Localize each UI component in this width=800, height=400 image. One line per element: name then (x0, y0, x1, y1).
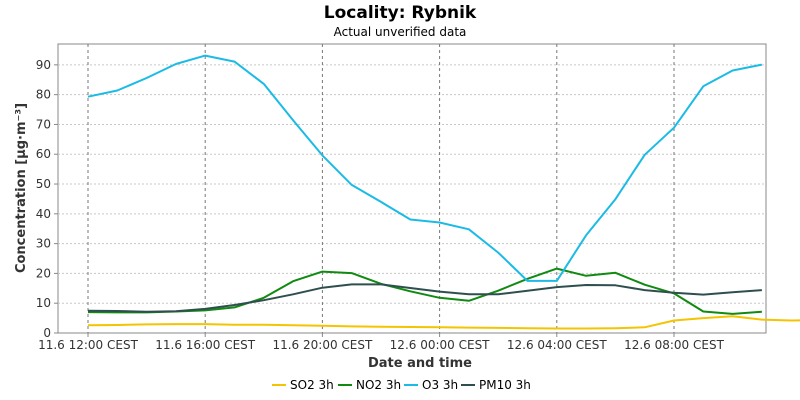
y-tick-label: 20 (36, 266, 51, 280)
y-axis-label: Concentration [µg·m⁻³] (14, 103, 29, 273)
legend-label-o3-3h: O3 3h (422, 378, 458, 392)
y-tick-label: 30 (36, 237, 51, 251)
series-line-so2-3h (87, 315, 800, 330)
x-tick-label: 11.6 16:00 CEST (155, 338, 256, 352)
chart-subtitle: Actual unverified data (334, 25, 467, 39)
y-tick-label: 90 (36, 58, 51, 72)
legend: SO2 3h NO2 3h O3 3h PM10 3h (272, 378, 531, 392)
y-tick-label: 70 (36, 117, 51, 131)
series-line-no2-3h (87, 267, 762, 315)
axis-ticks: 0 10 20 30 40 50 60 70 80 90 11.6 12:00 CEST 11.6 1… (36, 58, 725, 352)
x-tick-label: 11.6 20:00 CEST (272, 338, 373, 352)
y-tick-label: 10 (36, 296, 51, 310)
series-line-pm10-3h (87, 283, 762, 313)
legend-label-no2-3h: NO2 3h (356, 378, 401, 392)
x-tick-label: 11.6 12:00 CEST (38, 338, 139, 352)
y-tick-label: 60 (36, 147, 51, 161)
y-tick-label: 50 (36, 177, 51, 191)
y-tick-label: 40 (36, 207, 51, 221)
x-tick-label: 12.6 04:00 CEST (507, 338, 608, 352)
x-tick-label: 12.6 00:00 CEST (390, 338, 491, 352)
series-line-o3-3h (87, 54, 763, 282)
legend-label-so2-3h: SO2 3h (290, 378, 334, 392)
chart-title: Locality: Rybnik (324, 3, 477, 23)
x-tick-label: 12.6 08:00 CEST (624, 338, 725, 352)
legend-label-pm10-3h: PM10 3h (479, 378, 531, 392)
y-tick-label: 0 (43, 326, 51, 340)
y-tick-label: 80 (36, 88, 51, 102)
x-axis-label: Date and time (368, 356, 472, 371)
series-lines (87, 54, 800, 330)
